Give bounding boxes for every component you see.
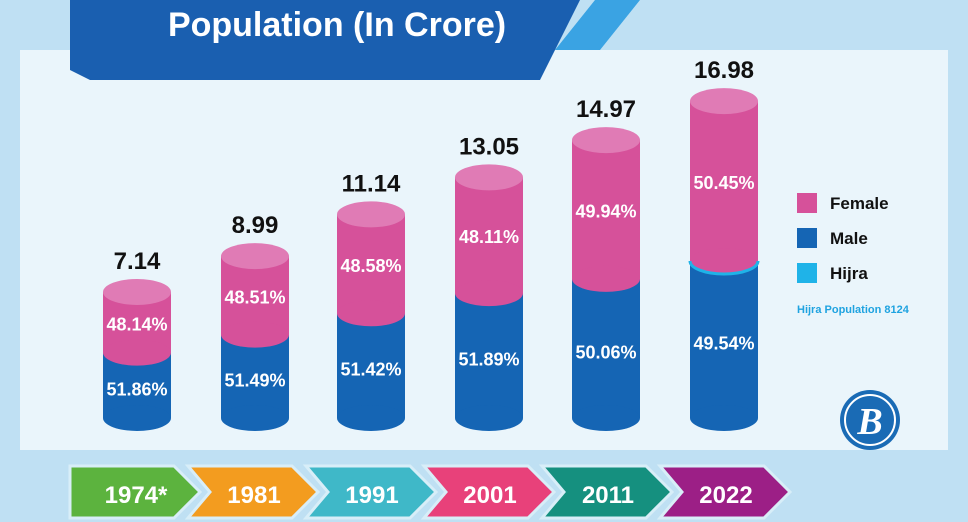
male-segment	[455, 293, 523, 418]
year-arrow-shape	[302, 464, 439, 520]
legend: Female Male Hijra	[797, 193, 889, 283]
year-arrow-2011: 2011	[538, 464, 675, 520]
year-label: 2011	[582, 482, 634, 509]
title-banner	[70, 0, 580, 80]
bar-2022: 16.98 50.45% 49.54%	[688, 57, 760, 431]
year-label: 1974*	[105, 482, 168, 509]
year-arrow-shape	[538, 464, 675, 520]
legend-swatch-male	[797, 228, 817, 248]
female-percent-label: 48.14%	[106, 314, 167, 334]
bar-1981: 8.99 48.51% 51.49%	[221, 212, 289, 431]
female-segment-bottom	[455, 280, 523, 307]
bar-top	[337, 201, 405, 228]
male-percent-label: 51.42%	[340, 360, 401, 380]
hijra-note: Hijra Population 8124	[797, 304, 910, 316]
total-label: 16.98	[694, 57, 754, 84]
female-segment	[690, 101, 758, 262]
male-segment	[572, 278, 640, 418]
bar-1974*: 7.14 48.14% 51.86%	[103, 248, 171, 431]
male-percent-label: 51.86%	[106, 379, 167, 399]
male-segment-base	[103, 405, 171, 431]
male-segment-base	[690, 405, 758, 431]
male-percent-label: 51.49%	[224, 370, 285, 390]
year-label: 2022	[699, 482, 752, 509]
male-percent-label: 51.89%	[458, 350, 519, 370]
bar-2001: 13.05 48.11% 51.89%	[455, 133, 523, 431]
hijra-segment	[688, 260, 760, 276]
female-percent-label: 50.45%	[693, 173, 754, 193]
year-arrow-2022: 2022	[656, 464, 793, 520]
male-percent-label: 49.54%	[693, 334, 754, 354]
total-label: 8.99	[232, 212, 279, 239]
bar-1991: 11.14 48.58% 51.42%	[337, 170, 405, 431]
year-arrow-2001: 2001	[420, 464, 557, 520]
legend-label-male: Male	[830, 229, 868, 248]
year-arrow-shape	[656, 464, 793, 520]
total-label: 13.05	[459, 133, 519, 160]
bar-top	[572, 127, 640, 154]
female-percent-label: 49.94%	[575, 201, 636, 221]
female-percent-label: 48.11%	[459, 227, 519, 247]
male-segment	[337, 313, 405, 418]
female-percent-label: 48.51%	[224, 287, 285, 307]
male-segment-base	[221, 405, 289, 431]
female-segment	[337, 214, 405, 314]
female-segment-bottom	[337, 300, 405, 327]
bar-top	[221, 243, 289, 270]
male-segment	[690, 261, 758, 418]
male-segment-base	[572, 405, 640, 431]
bar-top	[455, 164, 523, 191]
year-arrow-shape	[184, 464, 321, 520]
year-label: 1981	[227, 482, 280, 509]
male-segment	[221, 334, 289, 418]
chart-title: Population (In Crore)	[168, 6, 506, 44]
bar-top	[690, 88, 758, 115]
bar-top	[103, 278, 171, 305]
legend-swatch-hijra	[797, 263, 817, 283]
male-segment-base	[455, 405, 523, 431]
year-arrow-1974*: 1974*	[68, 464, 203, 520]
female-segment	[572, 140, 640, 279]
total-label: 7.14	[114, 248, 161, 275]
year-arrow-shape	[420, 464, 557, 520]
legend-label-hijra: Hijra	[830, 264, 868, 283]
bar-2011: 14.97 49.94% 50.06%	[572, 96, 640, 431]
legend-swatch-female	[797, 193, 817, 213]
title-accent	[555, 0, 640, 50]
female-segment	[455, 177, 523, 294]
female-segment-bottom	[221, 321, 289, 348]
total-label: 14.97	[576, 96, 636, 123]
female-segment-bottom	[690, 248, 758, 275]
female-segment-bottom	[572, 265, 640, 292]
female-segment-bottom	[103, 339, 171, 366]
female-percent-label: 48.58%	[340, 256, 401, 276]
svg-text:B: B	[856, 401, 882, 443]
year-arrow-1981: 1981	[184, 464, 321, 520]
year-label: 2001	[463, 482, 516, 509]
year-arrow-1991: 1991	[302, 464, 439, 520]
year-arrow-shape	[68, 464, 203, 520]
male-percent-label: 50.06%	[575, 342, 636, 362]
female-segment	[221, 256, 289, 335]
male-segment-base	[337, 405, 405, 431]
brand-logo: B	[840, 390, 900, 450]
year-label: 1991	[345, 482, 398, 509]
total-label: 11.14	[342, 170, 401, 197]
legend-label-female: Female	[830, 194, 889, 213]
